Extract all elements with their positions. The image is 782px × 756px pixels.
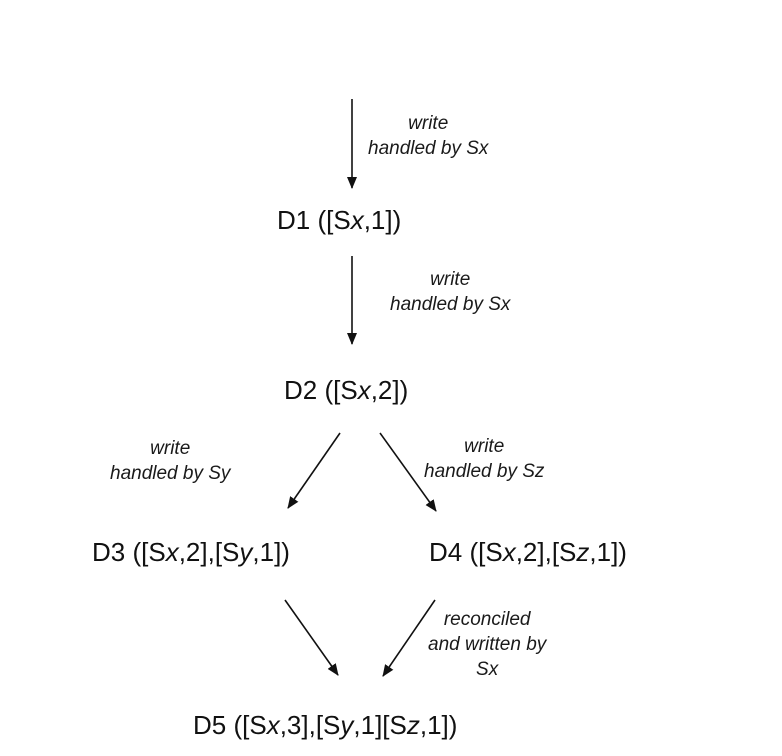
arrow-d2-to-d4 [379,432,437,512]
arrow-d4-to-d5 [382,599,436,677]
edge-label-line: handled by Sx [390,294,511,315]
node-d2: D2 ([Sx,2]) [284,375,409,405]
node-d4: D4 ([Sx,2],[Sz,1]) [429,537,627,567]
edge-label-start-d1: write handled by Sx [368,111,488,161]
arrow-d3-to-d5 [284,599,339,676]
edge-label-line: write [430,269,471,290]
edge-label-line: handled by Sz [424,461,545,482]
edge-label-line: write [150,438,191,459]
edge-label-line: reconciled [443,609,531,630]
edge-label-line: and written by [428,634,547,655]
edge-label-line: write [408,113,449,134]
edge-label-line: write [464,436,505,457]
edge-label-d4-d5: reconciled and written by Sx [428,607,546,682]
node-d5: D5 ([Sx,3],[Sy,1][Sz,1]) [193,710,458,740]
edge-label-d2-d3: write handled by Sy [110,436,230,486]
edge-label-line: handled by Sx [368,138,489,159]
node-d3: D3 ([Sx,2],[Sy,1]) [92,537,290,567]
edge-label-line: handled by Sy [110,463,231,484]
edge-label-d2-d4: write handled by Sz [424,434,544,484]
node-d1: D1 ([Sx,1]) [277,205,402,235]
edge-label-d1-d2: write handled by Sx [390,267,510,317]
arrow-d2-to-d3 [287,432,341,509]
edge-label-line: Sx [476,659,499,680]
